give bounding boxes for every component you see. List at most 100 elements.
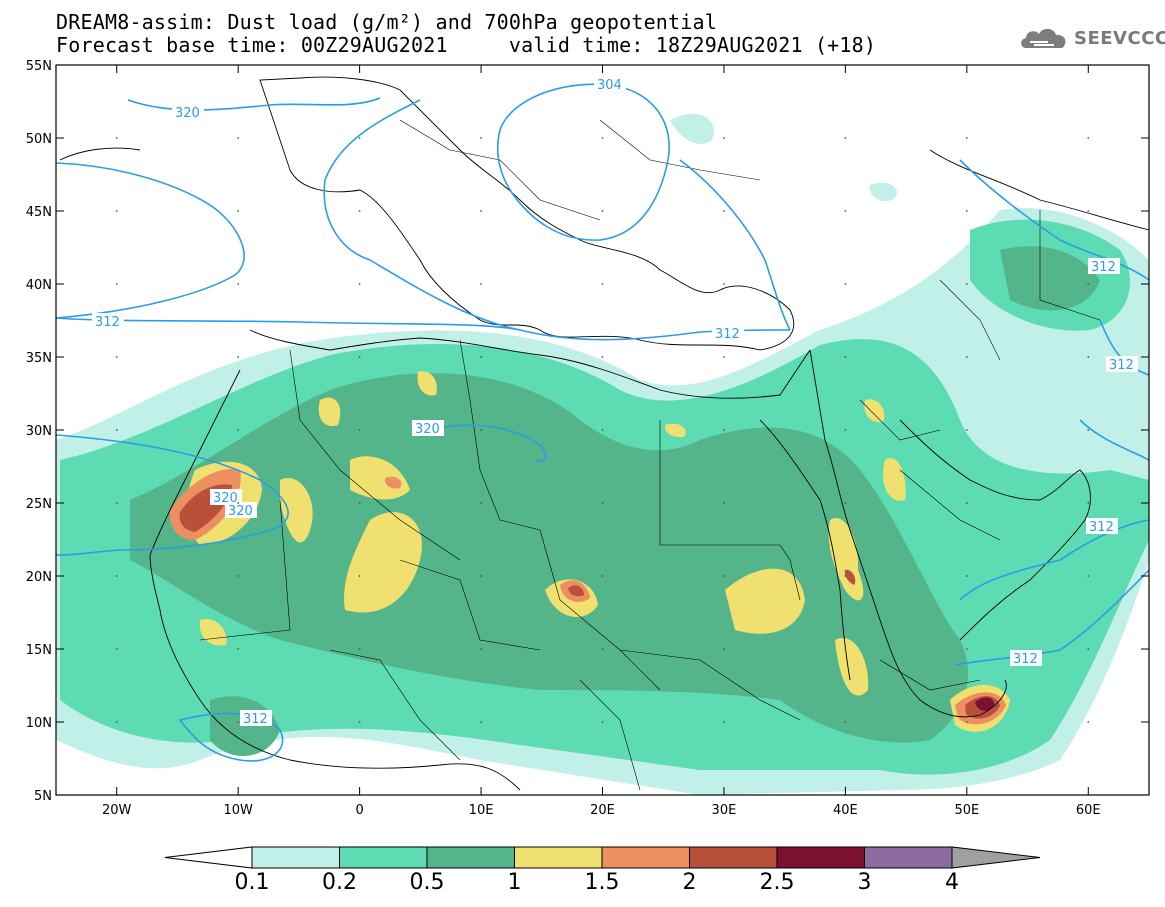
lat-tick-label: 5N [34,789,52,804]
grid-dot [1087,283,1090,285]
colorbar-arrow-low [164,846,253,869]
lon-tick-label: 30E [712,803,737,818]
grid-dot [1087,575,1090,577]
grid-dot [1087,721,1090,723]
country-borders [199,119,1101,791]
grid-dot [115,356,118,358]
grid-dot [1087,137,1090,139]
lat-tick-label: 10N [26,716,52,731]
grid-dot [358,210,361,212]
lat-tick-label: 15N [26,643,52,658]
contour-label: 312 [715,327,740,342]
grid-dot [1087,648,1090,650]
cloud-icon [1021,28,1066,48]
grid-dot [358,648,361,650]
colorbar-level-label: 1.5 [584,870,620,895]
grid-dot [237,210,240,212]
grid-dot [115,502,118,504]
grid-dot [723,429,725,431]
dust-shading-medium [130,246,1100,757]
grid-dot [115,210,118,212]
grid-dot [237,648,240,650]
contour-labels: 320 304 312 312 320 320 320 312 312 312 … [92,76,1138,727]
contour-label: 304 [597,78,622,93]
grid-dot [844,283,847,285]
lon-tick-label: 50E [954,803,979,818]
grid-dot [723,137,725,139]
grid-dot [601,429,604,431]
grid-dot [844,502,847,504]
grid-dot [844,648,847,650]
grid-dot [965,502,968,504]
grid-dot [237,137,240,139]
grid-dot [601,502,604,504]
lat-tick-label: 55N [26,59,52,74]
lon-tick-label: 10E [469,803,494,818]
lon-tick-label: 0 [355,803,363,818]
grid-dot [480,210,482,212]
colorbar-level-label: 0.5 [409,870,445,895]
grid-dot [480,356,482,358]
contour-label: 312 [1013,652,1038,667]
lat-tick-label: 35N [26,351,52,366]
lon-tick-label: 40E [833,803,858,818]
grid-dot [358,575,361,577]
grid-dot [844,356,847,358]
colorbar-segment [864,846,953,869]
grid-dot [358,283,361,285]
lat-tick-label: 25N [26,497,52,512]
grid-dot [480,137,482,139]
lat-tick-label: 20N [26,570,52,585]
grid-dot [115,429,118,431]
grid-dot [965,648,968,650]
grid-dot [480,648,482,650]
lon-tick-label: 20W [102,803,132,818]
grid-dot [115,648,118,650]
grid-dot [480,283,482,285]
colorbar-arrow-high [951,846,1041,869]
grid-dot [723,283,725,285]
colorbar-level-label: 2.5 [759,870,795,895]
contour-label: 312 [95,315,120,330]
grid-dot [601,210,604,212]
dust-shading-maroon [975,697,995,711]
grid-dot [237,283,240,285]
grid-dot [358,429,361,431]
colorbar-segment [514,846,603,869]
coastlines [59,76,1149,791]
colorbar-segment [251,846,340,869]
grid-dot [601,575,604,577]
contour-label: 312 [1089,520,1114,535]
grid-dot [601,283,604,285]
grid-dot [1087,356,1090,358]
lon-tick-label: 60E [1076,803,1101,818]
grid-dot [358,356,361,358]
contour-label: 320 [175,106,200,121]
lat-tick-label: 45N [26,205,52,220]
contour-label: 312 [1091,260,1116,275]
colorbar-segment [776,846,865,869]
grid-dot [115,721,118,723]
grid-dot [723,502,725,504]
grid-dot [115,283,118,285]
lat-tick-label: 40N [26,278,52,293]
grid-dot [723,648,725,650]
contour-label: 320 [415,422,440,437]
grid-dot [723,575,725,577]
seevccc-logo: SEEVCCC [1018,24,1165,52]
grid-dot [237,502,240,504]
colorbar-segment [426,846,515,869]
colorbar-level-label: 4 [945,870,959,895]
grid-dot [480,721,482,723]
grid-dot [601,356,604,358]
grid-dot [844,210,847,212]
grid-dot [844,429,847,431]
grid-dot [358,137,361,139]
grid-dot [965,429,968,431]
grid-dot [115,137,118,139]
grid-dot [844,721,847,723]
forecast-time-subtitle: Forecast base time: 00Z29AUG2021 valid t… [56,33,877,57]
colorbar-segment [689,846,778,869]
lat-tick-label: 50N [26,132,52,147]
